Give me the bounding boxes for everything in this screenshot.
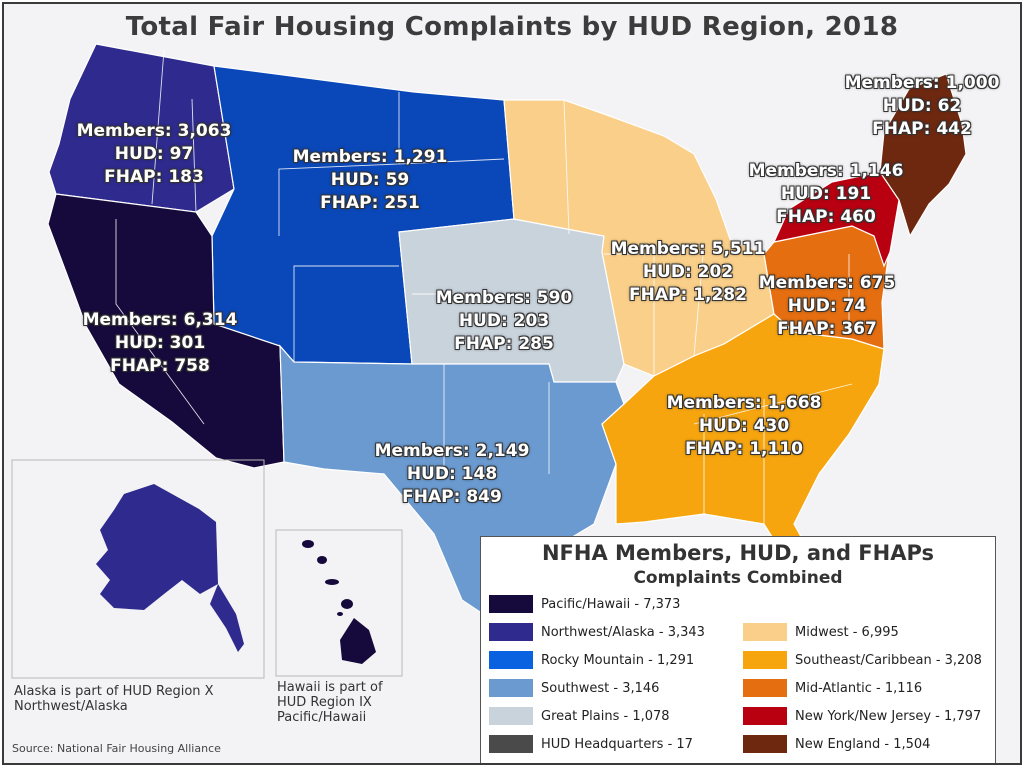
legend-swatch [743,679,787,697]
fhap-count: FHAP: 367 [777,319,877,339]
legend-item: HUD Headquarters - 17 [489,733,693,755]
members-count: Members: 2,149 [374,441,530,461]
hud-count: HUD: 59 [330,170,410,190]
members-count: Members: 6,314 [82,310,238,330]
hud-count: HUD: 203 [458,311,550,331]
legend-subtitle: Complaints Combined [633,568,843,588]
label-pacific: Members: 6,314 HUD: 301 FHAP: 758 [72,309,248,378]
hud-count: HUD: 148 [406,464,498,484]
label-southwest: Members: 2,149 HUD: 148 FHAP: 849 [364,440,540,509]
hud-count: HUD: 301 [114,333,206,353]
hawaii-shape[interactable] [302,540,376,664]
legend-label: Great Plains - 1,078 [541,708,670,724]
region-pacific[interactable] [47,193,285,469]
members-count: Members: 3,063 [76,121,232,141]
hud-count: HUD: 62 [882,96,962,116]
legend-swatch [489,651,533,669]
fhap-count: FHAP: 460 [776,207,876,227]
label-southeast: Members: 1,668 HUD: 430 FHAP: 1,110 [656,392,832,461]
legend-swatch [489,679,533,697]
legend-swatch [743,623,787,641]
alaska-inset-frame [11,459,265,679]
legend-label: Rocky Mountain - 1,291 [541,652,695,668]
fhap-count: FHAP: 442 [872,119,972,139]
alaska-shape[interactable] [96,484,244,652]
legend-label: HUD Headquarters - 17 [541,736,693,752]
legend-title: NFHA Members, HUD, and FHAPs [541,541,934,565]
hud-count: HUD: 430 [698,416,790,436]
members-count: Members: 590 [435,288,573,308]
label-mid-atlantic: Members: 675 HUD: 74 FHAP: 367 [752,272,902,341]
legend-item: New England - 1,504 [743,733,930,755]
hud-count: HUD: 191 [780,184,872,204]
label-midwest: Members: 5,511 HUD: 202 FHAP: 1,282 [600,238,776,307]
fhap-count: FHAP: 1,282 [629,285,747,305]
region-new-england[interactable] [879,73,967,238]
fhap-count: FHAP: 285 [454,334,554,354]
legend-item: Mid-Atlantic - 1,116 [743,677,922,699]
legend-item: Great Plains - 1,078 [489,705,670,727]
legend-swatch [489,707,533,725]
label-ny-nj: Members: 1,146 HUD: 191 FHAP: 460 [746,160,906,229]
legend-item: Southeast/Caribbean - 3,208 [743,649,982,671]
fhap-count: FHAP: 1,110 [685,439,803,459]
fhap-count: FHAP: 183 [104,167,204,187]
legend-label: Southeast/Caribbean - 3,208 [795,652,982,668]
legend-item: Pacific/Hawaii - 7,373 [489,593,680,615]
label-rocky-mountain: Members: 1,291 HUD: 59 FHAP: 251 [282,146,458,215]
legend-swatch [743,735,787,753]
legend-swatch [743,651,787,669]
legend-label: New England - 1,504 [795,736,931,752]
legend-swatch [489,623,533,641]
legend-label: New York/New Jersey - 1,797 [795,708,982,724]
fhap-count: FHAP: 251 [320,193,420,213]
legend-swatch [489,735,533,753]
members-count: Members: 1,291 [292,147,448,167]
hud-count: HUD: 74 [787,296,867,316]
page-title: Total Fair Housing Complaints by HUD Reg… [125,12,899,42]
legend-label: Midwest - 6,995 [795,624,899,640]
fhap-count: FHAP: 758 [110,356,210,376]
legend-label: Southwest - 3,146 [541,680,660,696]
legend-swatch [489,595,533,613]
hud-count: HUD: 97 [114,144,194,164]
legend-item: Southwest - 3,146 [489,677,659,699]
members-count: Members: 1,146 [748,161,904,181]
hawaii-inset-frame [275,529,403,677]
alaska-caption: Alaska is part of HUD Region X Northwest… [14,684,214,714]
hud-count: HUD: 202 [642,262,734,282]
legend-item: New York/New Jersey - 1,797 [743,705,981,727]
legend-item: Northwest/Alaska - 3,343 [489,621,705,643]
label-new-england: Members: 1,000 HUD: 62 FHAP: 442 [842,72,1002,141]
members-count: Members: 5,511 [610,239,766,259]
label-great-plains: Members: 590 HUD: 203 FHAP: 285 [424,287,584,356]
state-borders [115,49,853,524]
legend: NFHA Members, HUD, and FHAPs Complaints … [480,536,996,763]
members-count: Members: 1,668 [666,393,822,413]
legend-label: Pacific/Hawaii - 7,373 [541,596,681,612]
legend-item: Midwest - 6,995 [743,621,899,643]
legend-label: Mid-Atlantic - 1,116 [795,680,923,696]
legend-label: Northwest/Alaska - 3,343 [541,624,705,640]
members-count: Members: 1,000 [844,73,1000,93]
legend-item: Rocky Mountain - 1,291 [489,649,694,671]
legend-swatch [743,707,787,725]
fhap-count: FHAP: 849 [402,487,502,507]
members-count: Members: 675 [758,273,896,293]
hawaii-caption: Hawaii is part of HUD Region IX Pacific/… [277,680,383,725]
region-ny-nj[interactable] [772,171,900,268]
label-northwest: Members: 3,063 HUD: 97 FHAP: 183 [66,120,242,189]
source-note: Source: National Fair Housing Alliance [12,742,221,755]
